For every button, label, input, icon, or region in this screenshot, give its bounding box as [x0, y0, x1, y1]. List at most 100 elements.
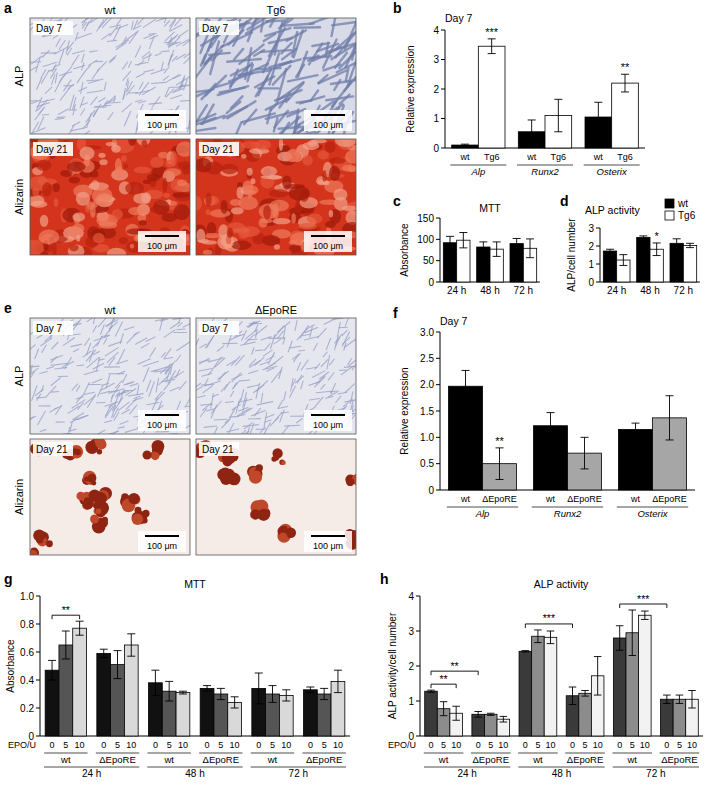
scale-box	[304, 531, 352, 552]
texture-stroke	[252, 348, 254, 354]
texture-stroke	[181, 100, 190, 102]
series-label: 10	[178, 740, 188, 750]
texture-stroke	[211, 393, 214, 408]
texture-spot	[269, 189, 289, 197]
texture-stroke	[232, 375, 243, 380]
texture-stroke	[295, 376, 303, 383]
texture-stroke	[101, 335, 109, 336]
texture-stroke	[56, 421, 64, 422]
image-background	[196, 439, 356, 555]
texture-stroke	[143, 368, 149, 382]
texture-stroke	[97, 402, 106, 403]
texture-spot	[274, 244, 280, 249]
texture-stroke	[59, 50, 64, 64]
texture-stroke	[118, 349, 125, 363]
texture-spot	[307, 214, 323, 224]
texture-stroke	[39, 405, 50, 406]
texture-spot	[279, 139, 283, 151]
texture-stroke	[144, 70, 154, 72]
series-title: EPO/U	[8, 740, 36, 750]
texture-stroke	[132, 21, 133, 29]
bar	[214, 694, 228, 736]
texture-stroke	[90, 51, 98, 52]
texture-stroke	[138, 101, 145, 103]
error-bar	[114, 651, 122, 679]
texture-stroke	[311, 91, 318, 101]
y-tick	[441, 30, 445, 31]
texture-stroke	[337, 322, 340, 336]
texture-stroke	[68, 427, 70, 434]
y-tick	[436, 239, 440, 240]
image-background	[196, 318, 356, 434]
group-label: 48 h	[552, 768, 571, 779]
texture-stroke	[350, 392, 353, 404]
texture-spot	[53, 183, 60, 192]
texture-stroke	[114, 397, 122, 410]
texture-stroke	[43, 62, 57, 66]
chart-title: MTT	[184, 578, 206, 590]
texture-blob	[250, 509, 260, 519]
texture-stroke	[75, 32, 78, 40]
bar	[472, 714, 485, 736]
texture-stroke	[42, 345, 46, 352]
texture-stroke	[83, 131, 90, 134]
texture-stroke	[49, 69, 55, 71]
y-tick-label: 150	[417, 213, 434, 224]
texture-stroke	[271, 370, 281, 382]
texture-stroke	[232, 405, 240, 410]
texture-stroke	[164, 358, 172, 360]
texture-stroke	[147, 403, 159, 405]
texture-stroke	[326, 43, 329, 56]
texture-stroke	[77, 33, 92, 38]
group-label: 24 h	[457, 768, 476, 779]
category-label: ΔEpoRE	[306, 754, 342, 765]
texture-stroke	[93, 326, 96, 332]
texture-stroke	[285, 425, 300, 427]
texture-blob	[132, 514, 144, 526]
texture-stroke	[40, 99, 55, 102]
texture-stroke	[78, 415, 88, 419]
texture-blob	[91, 481, 96, 486]
texture-stroke	[308, 325, 315, 328]
bar	[176, 693, 190, 736]
y-tick-label: 0.6	[20, 647, 34, 658]
group-label: 72 h	[289, 768, 308, 779]
day-label: Day 21	[36, 444, 68, 455]
texture-spot	[273, 218, 291, 224]
category-label: 24 h	[607, 285, 626, 296]
texture-stroke	[294, 354, 299, 362]
texture-stroke	[69, 429, 76, 431]
texture-stroke	[136, 73, 144, 77]
category-label: wt	[532, 754, 543, 765]
error-bar	[179, 691, 187, 694]
texture-stroke	[45, 87, 51, 93]
error-bar	[493, 242, 501, 257]
series-label: wt	[545, 494, 555, 504]
texture-stroke	[55, 73, 57, 83]
texture-stroke	[288, 75, 318, 81]
texture-stroke	[42, 51, 49, 58]
texture-spot	[162, 178, 167, 193]
series-label: 10	[333, 740, 343, 750]
texture-stroke	[101, 325, 105, 334]
texture-stroke	[168, 50, 174, 65]
texture-stroke	[264, 412, 267, 427]
texture-spot	[196, 229, 205, 243]
series-label: 0	[428, 740, 433, 750]
texture-stroke	[46, 386, 56, 397]
texture-stroke	[99, 98, 106, 102]
texture-stroke	[321, 385, 325, 390]
texture-spot	[291, 213, 295, 223]
error-bar	[581, 437, 589, 469]
plot-marks	[45, 621, 345, 736]
texture-stroke	[165, 88, 169, 96]
row-label: Alizarin	[13, 179, 25, 215]
figure: awtTg6ALPDay 7100 μmDay 7100 μmAlizarinD…	[0, 0, 709, 809]
series-label: 0	[523, 740, 528, 750]
texture-spot	[308, 140, 318, 147]
texture-stroke	[95, 105, 111, 106]
texture-stroke	[177, 342, 190, 350]
texture-stroke	[284, 19, 292, 25]
texture-stroke	[224, 381, 230, 389]
scale-bar	[145, 414, 179, 416]
